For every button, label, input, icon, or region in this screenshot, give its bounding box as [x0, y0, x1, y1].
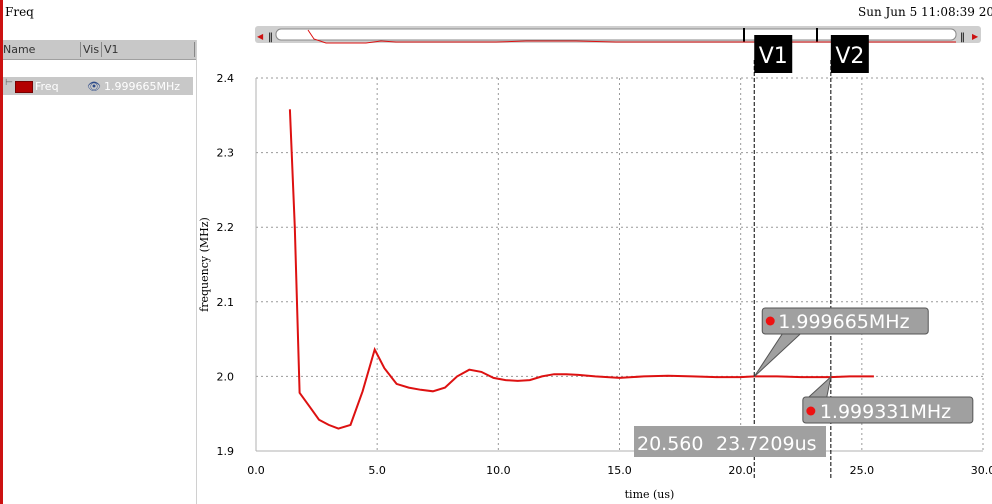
signal-panel: Name Vis V1 ⊢ Freq 👁 1.999665MHz [3, 40, 197, 504]
y-tick-label: 2.1 [217, 296, 235, 309]
callout-text-v2: 1.999331MHz [820, 401, 951, 423]
marker-tag-v1[interactable] [754, 35, 793, 73]
y-axis-label: frequency (MHz) [198, 217, 211, 312]
cursor-readout-v2: 23.7209us [716, 433, 817, 455]
x-tick-label: 10.0 [486, 464, 511, 477]
x-tick-label: 15.0 [607, 464, 632, 477]
cursor-readout-v1: 20.560 [637, 433, 703, 455]
marker-tag-v2[interactable] [830, 35, 869, 73]
signal-row-freq[interactable]: ⊢ Freq 👁 1.999665MHz [3, 77, 193, 95]
signal-v1-value: 1.999665MHz [104, 80, 181, 93]
y-tick-label: 2.2 [217, 221, 235, 234]
scroll-right-icon[interactable]: ▶ [972, 32, 979, 41]
y-tick-label: 2.0 [217, 370, 235, 383]
column-separator[interactable] [194, 42, 195, 57]
marker-label-v2[interactable]: V2 [835, 44, 864, 69]
callout-text-v1: 1.999665MHz [778, 311, 909, 333]
y-tick-label: 2.4 [217, 72, 235, 85]
cursor-readout: 20.560 23.7209us [634, 426, 826, 457]
marker-label-v1[interactable]: V1 [759, 44, 788, 69]
callout-box-v1[interactable] [761, 307, 929, 335]
signal-color-swatch[interactable] [15, 81, 33, 93]
plot-axes [255, 78, 983, 452]
waveform-chart[interactable]: ◀ ▶ ‖ ‖ 1.9 2.0 2.1 2.2 2.3 2.4 0.0 5.0 10.0 15.… [196, 20, 992, 504]
signal-list-header: Name Vis V1 [3, 40, 196, 60]
x-tick-label: 0.0 [247, 464, 265, 477]
overview-left-handle[interactable]: ‖ [268, 32, 273, 43]
column-header-vis[interactable]: Vis [83, 43, 100, 56]
callout-box-v2[interactable] [802, 396, 974, 424]
signal-name: Freq [35, 80, 59, 93]
callout-dot-v1 [765, 316, 775, 326]
y-tick-label: 2.3 [217, 147, 235, 160]
tree-expander-icon[interactable]: ⊢ [5, 78, 13, 88]
x-tick-label: 20.0 [728, 464, 753, 477]
callout-pointer-v1 [753, 333, 802, 378]
overview-trace [307, 29, 956, 44]
x-tick-label: 25.0 [850, 464, 875, 477]
scroll-left-icon[interactable]: ◀ [257, 32, 264, 41]
column-separator[interactable] [101, 42, 102, 57]
column-header-name[interactable]: Name [3, 43, 36, 56]
x-tick-labels: 0.0 5.0 10.0 15.0 20.0 25.0 30.0 [247, 464, 992, 477]
window-title: Freq [5, 5, 34, 19]
eye-icon[interactable]: 👁 [87, 80, 101, 93]
x-axis-label: time (us) [625, 488, 675, 501]
freq-trace[interactable] [288, 109, 874, 430]
window-left-edge [0, 0, 3, 504]
value-annotations[interactable]: 1.999665MHz 1.999331MHz [753, 307, 974, 424]
timestamp: Sun Jun 5 11:08:39 20 [858, 5, 992, 19]
y-tick-label: 1.9 [217, 445, 235, 458]
x-tick-label: 5.0 [368, 464, 386, 477]
callout-dot-v2 [806, 406, 816, 416]
column-header-v1[interactable]: V1 [104, 43, 119, 56]
grid-lines [256, 77, 984, 451]
x-tick-label: 30.0 [971, 464, 992, 477]
y-tick-labels: 1.9 2.0 2.1 2.2 2.3 2.4 [217, 72, 235, 458]
overview-scrollbar[interactable]: ◀ ▶ ‖ ‖ [255, 26, 981, 44]
overview-right-handle[interactable]: ‖ [960, 32, 965, 43]
cursor-readout-box [634, 426, 826, 457]
callout-pointer-v2 [807, 375, 832, 398]
column-separator[interactable] [80, 42, 81, 57]
